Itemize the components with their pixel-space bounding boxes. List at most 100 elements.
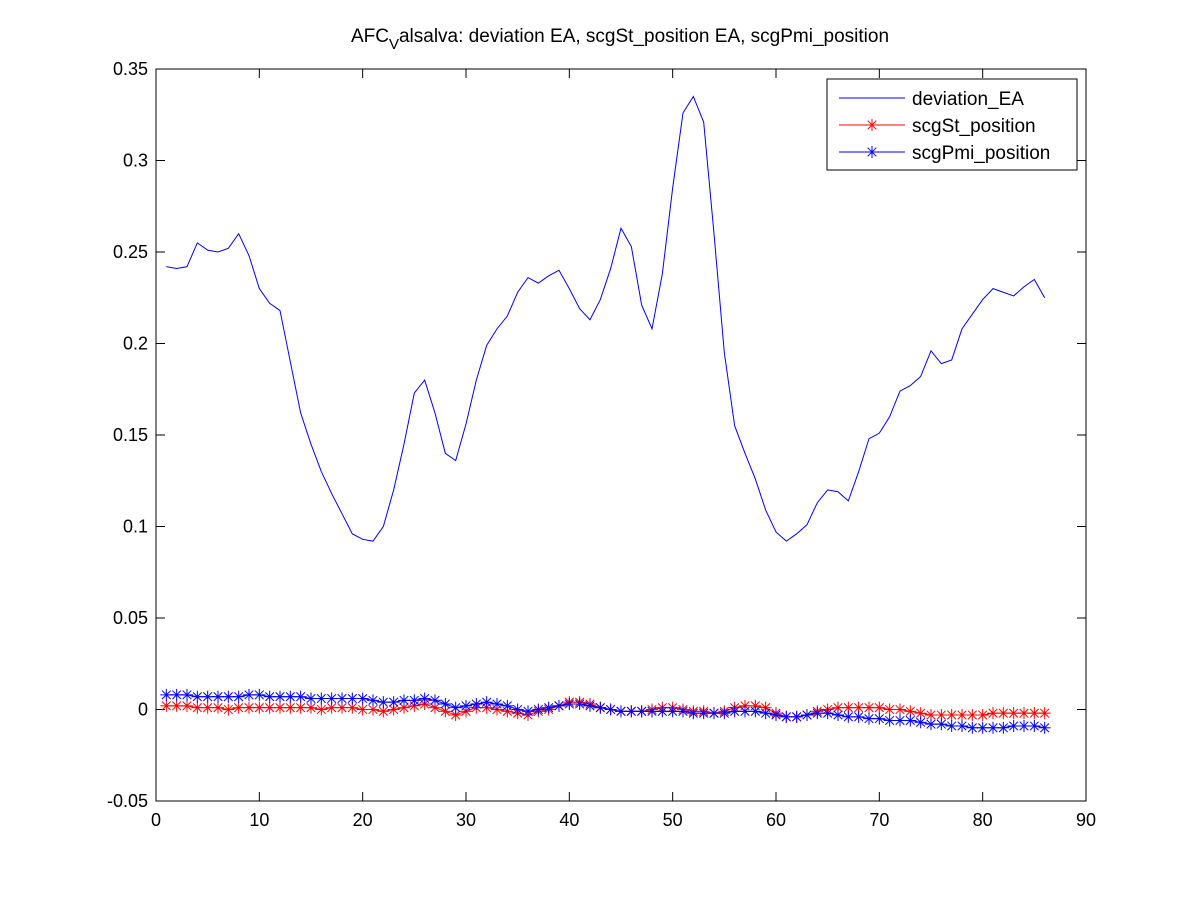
data-point bbox=[243, 701, 255, 714]
data-point bbox=[253, 701, 266, 714]
data-point bbox=[966, 721, 979, 734]
data-point bbox=[439, 705, 452, 718]
data-point bbox=[925, 708, 937, 721]
data-point bbox=[284, 701, 297, 714]
data-point bbox=[294, 701, 307, 714]
data-point bbox=[212, 701, 224, 714]
x-tick-label: 60 bbox=[766, 810, 786, 830]
data-point bbox=[873, 701, 886, 714]
data-point bbox=[181, 688, 193, 701]
data-point bbox=[842, 701, 855, 714]
data-point bbox=[728, 705, 741, 718]
data-point bbox=[749, 705, 762, 718]
data-point bbox=[852, 710, 865, 723]
data-point bbox=[718, 707, 731, 720]
data-point bbox=[925, 718, 937, 731]
data-point bbox=[243, 688, 255, 701]
data-point bbox=[573, 698, 586, 711]
data-point bbox=[367, 694, 379, 707]
legend-marker bbox=[866, 146, 878, 158]
data-point bbox=[325, 692, 338, 705]
data-point bbox=[542, 701, 555, 714]
data-point bbox=[284, 690, 297, 703]
data-point bbox=[439, 698, 452, 711]
data-point bbox=[398, 694, 410, 707]
data-point bbox=[232, 690, 245, 703]
y-tick-label: 0.2 bbox=[123, 334, 148, 354]
axes-box bbox=[155, 68, 1087, 802]
data-point bbox=[1018, 719, 1030, 732]
data-point bbox=[274, 690, 286, 703]
data-point bbox=[480, 696, 493, 709]
legend-label: scgSt_position bbox=[912, 116, 1036, 137]
data-point bbox=[170, 688, 183, 701]
data-point bbox=[460, 699, 472, 712]
data-point bbox=[842, 710, 855, 723]
data-point bbox=[666, 705, 679, 718]
data-point bbox=[739, 705, 751, 718]
x-tick-label: 20 bbox=[353, 810, 373, 830]
data-point bbox=[976, 721, 989, 734]
data-point bbox=[987, 721, 999, 734]
data-point bbox=[232, 701, 245, 714]
data-point bbox=[356, 692, 369, 705]
data-point bbox=[790, 710, 803, 723]
x-tick-label: 90 bbox=[1076, 810, 1096, 830]
y-tick-label: 0.3 bbox=[123, 151, 148, 171]
data-point bbox=[1007, 707, 1020, 720]
x-tick-label: 80 bbox=[973, 810, 993, 830]
data-point bbox=[604, 703, 617, 716]
data-point bbox=[191, 701, 204, 714]
data-point bbox=[263, 701, 276, 714]
data-point bbox=[935, 718, 948, 731]
legend-item-scgPmi_position: scgPmi_position bbox=[839, 143, 1050, 164]
y-tick-label: 0.05 bbox=[113, 608, 148, 628]
data-point bbox=[160, 699, 173, 712]
series-scgPmi_position bbox=[160, 688, 1051, 734]
data-point bbox=[1028, 707, 1041, 720]
data-point bbox=[315, 692, 328, 705]
data-point bbox=[945, 719, 958, 732]
data-point bbox=[563, 698, 576, 711]
data-point bbox=[584, 699, 596, 712]
x-tick-label: 70 bbox=[869, 810, 889, 830]
data-point bbox=[770, 708, 782, 721]
legend-label: deviation_EA bbox=[912, 89, 1024, 110]
y-tick-label: 0.25 bbox=[113, 242, 148, 262]
legend: deviation_EA scgSt_position scgPmi_positio… bbox=[826, 78, 1078, 171]
data-point bbox=[449, 701, 462, 714]
data-point bbox=[677, 705, 689, 718]
data-point bbox=[956, 719, 968, 732]
data-point bbox=[1007, 719, 1020, 732]
x-tick-label: 10 bbox=[249, 810, 269, 830]
y-tick-label: 0.1 bbox=[123, 517, 148, 537]
data-point bbox=[387, 696, 400, 709]
data-point bbox=[522, 705, 534, 718]
data-point bbox=[377, 705, 390, 718]
data-point bbox=[863, 712, 875, 725]
data-point bbox=[377, 696, 390, 709]
data-point bbox=[956, 708, 968, 721]
data-point bbox=[873, 712, 886, 725]
data-point bbox=[1018, 707, 1030, 720]
data-point bbox=[615, 705, 627, 718]
data-point bbox=[997, 707, 1010, 720]
data-point bbox=[904, 714, 917, 727]
data-point bbox=[553, 699, 565, 712]
data-point bbox=[697, 707, 710, 720]
y-tick-label: -0.05 bbox=[107, 791, 148, 811]
axes: 0 10 20 30 40 50 60 70 80 90-0.0500.050.10.150.20… bbox=[107, 59, 1096, 830]
data-point bbox=[987, 707, 999, 720]
data-point bbox=[201, 690, 214, 703]
data-point bbox=[635, 705, 648, 718]
series-deviation_EA bbox=[166, 95, 1046, 542]
x-tick-label: 40 bbox=[559, 810, 579, 830]
data-point bbox=[470, 698, 483, 711]
data-point bbox=[966, 708, 979, 721]
data-point bbox=[976, 708, 989, 721]
data-point bbox=[491, 698, 503, 711]
data-point bbox=[883, 703, 896, 716]
data-point bbox=[501, 699, 514, 712]
data-point bbox=[315, 703, 328, 716]
